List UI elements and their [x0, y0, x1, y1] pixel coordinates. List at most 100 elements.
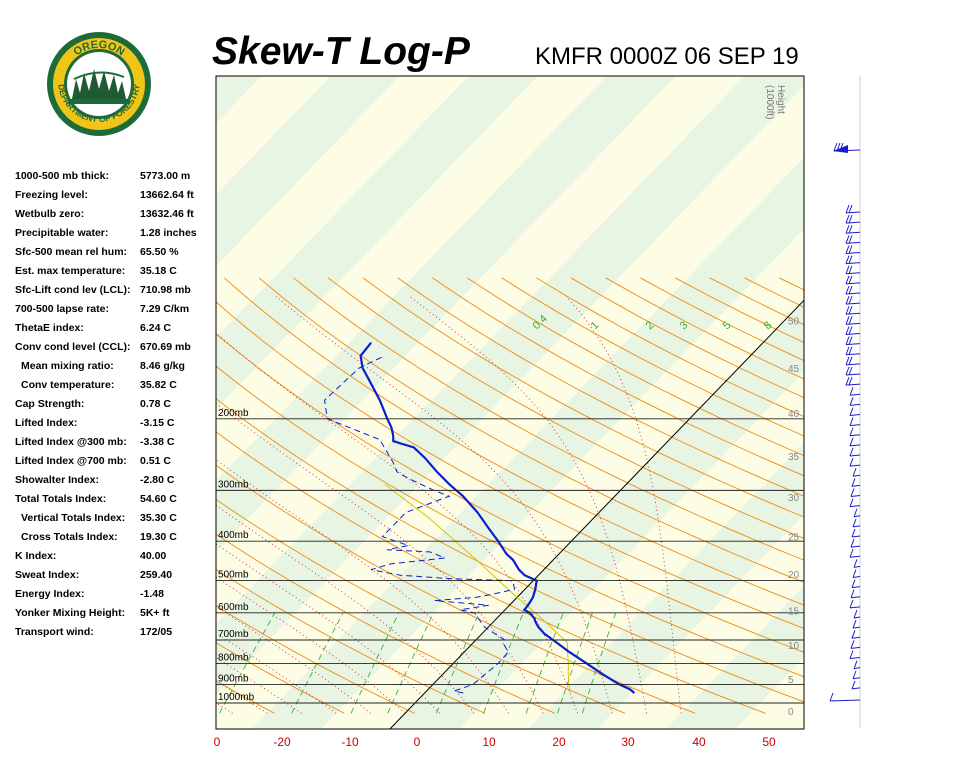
wind-barb-shaft [852, 576, 861, 578]
isotherm-band [527, 443, 804, 729]
index-value: 5773.00 m [140, 170, 191, 182]
index-value: 0.51 C [140, 455, 171, 467]
wind-barb-shaft [845, 333, 861, 335]
dry-adiabat [397, 277, 804, 497]
wind-barb-feather [853, 508, 858, 517]
wind-barb-feather [848, 214, 853, 224]
index-row: Conv cond level (CCL): 670.69 mb [15, 341, 210, 360]
wind-barb-feather [852, 468, 857, 477]
wind-barb-shaft [845, 383, 861, 386]
moist-adiabat [216, 458, 509, 714]
wind-barb-feather [851, 478, 856, 487]
wind-barb-shaft [845, 211, 861, 214]
dewpoint-line [324, 355, 516, 694]
isobar-label: 700mb [218, 629, 249, 640]
wind-barb-feather [851, 680, 856, 690]
wind-barb-feather [849, 437, 854, 447]
height-axis-title: Height(1000ft) [764, 85, 786, 119]
mixing-ratio-line [525, 612, 564, 714]
isotherm-band [665, 586, 804, 729]
wind-barb-feather [848, 225, 853, 234]
index-label: Showalter Index: [15, 474, 100, 486]
index-row: Mean mixing ratio: 8.46 g/kg [15, 360, 210, 379]
dry-adiabat [327, 277, 804, 539]
x-tick-label: 30 [621, 735, 635, 749]
wind-barb [852, 670, 861, 680]
wind-barb [845, 295, 861, 305]
wind-barb [850, 538, 861, 548]
wind-barb-feather [853, 609, 858, 619]
index-label: 1000-500 mb thick: [15, 170, 109, 182]
wind-barb [853, 609, 861, 619]
wind-barb [849, 650, 861, 659]
wind-barb-feather [848, 295, 853, 305]
wind-barb-shaft [845, 282, 861, 285]
wind-barb-feather [851, 579, 856, 588]
x-tick-label: 20 [552, 735, 566, 749]
wind-barb-shaft [849, 444, 861, 447]
wind-barb-shaft [849, 424, 861, 427]
plot-border [215, 75, 805, 730]
height-tick-label: 10 [788, 641, 800, 652]
wind-barb-shaft [852, 626, 861, 629]
index-row: Showalter Index: -2.80 C [15, 474, 210, 493]
index-value: 1.28 inches [140, 227, 197, 239]
height-axis-title-line: (1000ft) [764, 85, 775, 119]
index-row: Conv temperature: 35.82 C [15, 379, 210, 398]
chart-title: Skew-T Log-P [212, 30, 470, 73]
isotherm-band [216, 76, 676, 552]
wind-barb [849, 397, 861, 406]
wind-barb [853, 660, 861, 670]
wind-barb [849, 387, 861, 396]
wind-barb-shaft [845, 353, 861, 356]
index-row: Yonker Mixing Height: 5K+ ft [15, 607, 210, 626]
wind-barb-shaft [853, 616, 861, 619]
x-tick-label: 10 [482, 735, 496, 749]
wind-barb [845, 204, 861, 214]
height-tick-label: 25 [788, 532, 800, 543]
index-value: 5K+ ft [140, 607, 170, 619]
isotherm-band [216, 76, 400, 267]
isotherm-band [216, 76, 538, 410]
wind-barb-feather [848, 326, 853, 335]
index-label: Lifted Index: [15, 417, 78, 429]
dry-adiabat [216, 301, 804, 629]
index-label: Wetbulb zero: [15, 208, 85, 220]
index-row: 1000-500 mb thick: 5773.00 m [15, 170, 210, 189]
station-time-label: KMFR 0000Z 06 SEP 19 [535, 43, 799, 70]
index-label: Sweat Index: [15, 569, 80, 581]
wind-barb-shaft [853, 565, 861, 568]
wind-barb-shaft [851, 636, 861, 639]
index-value: -3.15 C [140, 417, 175, 429]
index-value: 6.24 C [140, 322, 171, 334]
wind-barb-feather [849, 549, 854, 558]
index-row: Est. max temperature: 35.18 C [15, 265, 210, 284]
wind-barb-feather [849, 650, 854, 659]
index-value: 8.46 g/kg [140, 360, 185, 372]
wind-barb-shaft [853, 667, 861, 670]
wind-barb-feather [845, 326, 850, 335]
isobar-label: 200mb [218, 408, 249, 419]
index-row: Cross Totals Index: 19.30 C [15, 531, 210, 550]
index-row: K Index: 40.00 [15, 550, 210, 569]
dry-adiabat [778, 277, 804, 291]
wind-barb-shaft [845, 262, 861, 265]
wind-barb-feather [848, 285, 853, 295]
wind-barb-feather [845, 366, 850, 376]
index-value: 35.18 C [140, 265, 177, 277]
moist-adiabat [216, 543, 440, 714]
wind-barb-shaft [829, 699, 861, 702]
wind-barb [853, 559, 861, 568]
height-axis-title-line: Height [775, 85, 786, 114]
wind-barb-feather [848, 306, 853, 315]
wind-barb-feather [849, 599, 854, 609]
wind-barb-shaft [845, 231, 861, 234]
isobar-label: 900mb [218, 673, 249, 684]
wind-barb-shaft [845, 252, 861, 254]
wind-barb-shaft [845, 312, 861, 315]
height-tick-label: 40 [788, 409, 800, 420]
x-tick-label: -10 [341, 735, 359, 749]
height-tick-label: 15 [788, 606, 800, 617]
wind-barb-feather [849, 457, 854, 467]
